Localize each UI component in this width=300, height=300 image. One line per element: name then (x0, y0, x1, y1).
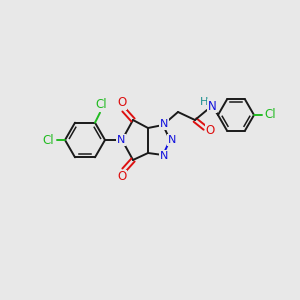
Text: N: N (208, 100, 216, 112)
Text: Cl: Cl (264, 109, 276, 122)
Text: N: N (168, 135, 176, 145)
Text: O: O (206, 124, 214, 137)
Text: N: N (160, 119, 168, 129)
Text: O: O (117, 170, 127, 184)
Text: Cl: Cl (95, 98, 107, 111)
Text: H: H (200, 97, 208, 107)
Text: N: N (117, 135, 125, 145)
Text: O: O (117, 97, 127, 110)
Text: N: N (160, 151, 168, 161)
Text: Cl: Cl (42, 134, 54, 146)
